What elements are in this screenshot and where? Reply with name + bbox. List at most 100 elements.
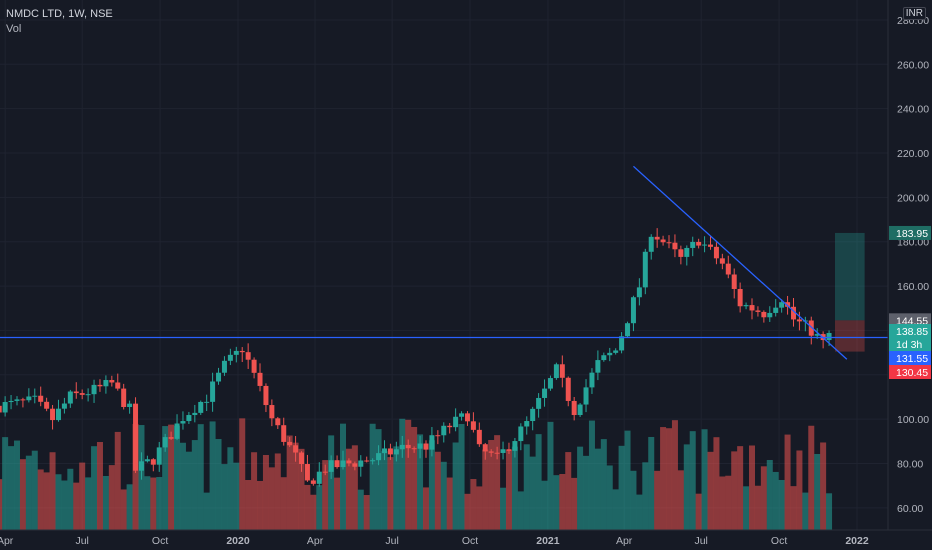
volume-bar [790,486,797,530]
volume-bar [144,476,151,530]
price-label-box [889,313,931,328]
candle-body [767,312,773,318]
candle-body [417,443,423,449]
volume-bar [221,464,228,530]
volume-bar [417,434,424,530]
volume-bar [642,462,649,530]
volume-bar [671,420,678,530]
candle-body [328,460,334,472]
candle-body [826,332,832,341]
volume-bars [0,418,833,530]
x-tick-label: Apr [307,535,324,547]
candle-body [690,241,696,248]
candle-body [565,377,571,401]
candle-body [678,249,684,257]
candle-body [245,352,251,360]
candle-body [435,435,441,437]
candle-body [761,311,767,318]
candle-body [370,460,376,462]
candle-body [708,244,714,247]
candle-body [755,310,761,312]
candles [0,228,832,487]
candle-body [38,395,44,402]
candle-body [785,302,791,307]
volume-bar [600,439,607,530]
candle-body [684,247,690,257]
volume-bar [322,460,329,530]
volume-bar [713,437,720,530]
symbol-title[interactable]: NMDC LTD, 1W, NSE [6,8,113,20]
x-tick-label: Jul [75,535,88,547]
candle-body [115,382,121,389]
candle-body [672,242,678,250]
candle-body [168,437,174,439]
volume-bar [784,434,791,530]
volume-bar [387,457,394,530]
volume-bar [61,480,68,530]
candle-body [227,354,233,361]
volume-bar [363,495,370,530]
volume-bar [174,425,181,530]
volume-bar [215,439,222,530]
candle-body [198,401,204,413]
volume-bar [274,453,281,530]
x-tick-label: Apr [0,535,14,547]
candle-body [174,423,180,439]
candle-body [796,319,802,322]
candle-body [79,393,85,395]
time-axis-panel [0,530,932,550]
volume-bar [630,470,637,530]
candle-body [737,288,743,307]
candle-body [630,297,636,324]
volume-bar [583,455,590,530]
volume-bar [209,421,216,530]
y-tick-label: 200.00 [897,192,929,204]
volume-bar [286,435,293,530]
candle-body [364,460,370,462]
volume-bar [334,477,341,530]
candle-body [542,388,548,398]
volume-bar [731,451,738,530]
candle-body [162,437,168,448]
volume-bar [559,473,566,530]
candle-body [73,391,79,394]
candle-body [55,408,61,421]
volume-bar [156,477,163,530]
candle-body [636,287,642,298]
candle-body [488,451,494,453]
candle-body [601,355,607,361]
y-tick-label: 220.00 [897,148,929,160]
volume-bar [102,476,109,530]
candle-body [553,364,559,379]
candle-body [269,405,275,419]
volume-bar [357,489,364,530]
x-tick-label: 2021 [536,535,560,547]
candle-body [20,399,26,401]
volume-bar [304,484,311,530]
candle-body [464,413,470,422]
candle-body [559,364,565,378]
candle-body [619,336,625,351]
candle-body [613,350,619,353]
candle-body [719,258,725,264]
target-zone [834,232,865,321]
x-tick-label: 2022 [845,535,869,547]
price-label-box [889,365,931,379]
volume-bar [245,480,252,530]
currency-badge[interactable]: INR [902,7,926,20]
candle-body [648,236,654,252]
volume-bar [470,479,477,530]
candle-body [310,480,316,484]
volume-bar [203,492,210,530]
volume-bar [381,451,388,530]
volume-bar [251,452,258,530]
volume-bar [197,424,204,530]
candle-body [779,302,785,308]
candle-body [459,413,465,417]
volume-bar [666,428,673,530]
volume-bar [345,448,352,530]
volume-bar [814,454,821,530]
price-label-text: 131.55 [896,353,928,365]
